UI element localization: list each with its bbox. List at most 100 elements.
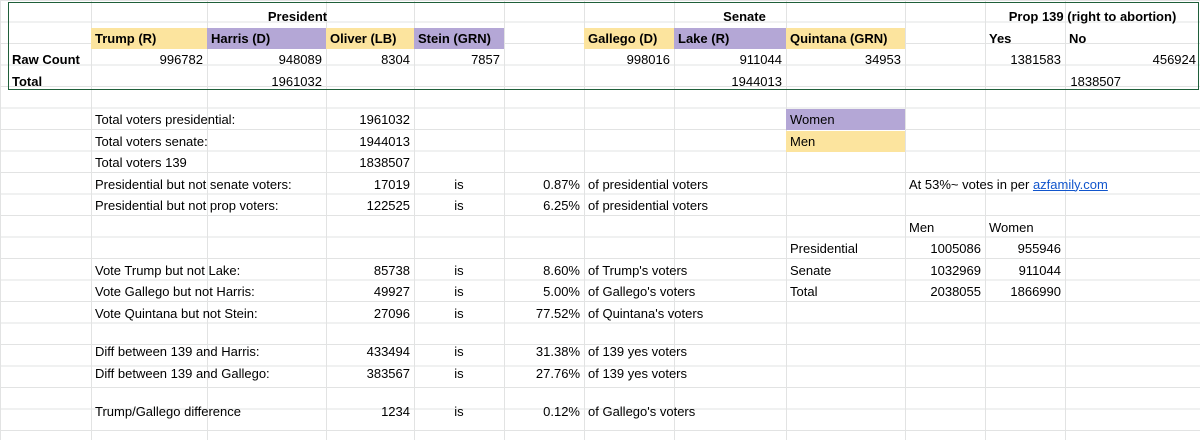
grid-line bbox=[674, 0, 675, 440]
header-oliver[interactable]: Oliver (LB) bbox=[326, 27, 414, 49]
stat-value[interactable]: 1838507 bbox=[359, 155, 410, 170]
stat-is[interactable]: is bbox=[454, 262, 464, 278]
gender-col-men[interactable]: Men bbox=[909, 219, 935, 235]
cell-stein-count[interactable]: 7857 bbox=[471, 52, 500, 67]
cell-trump-count[interactable]: 996782 bbox=[159, 52, 203, 67]
stat-description[interactable]: of 139 yes voters bbox=[588, 365, 687, 381]
stat-label[interactable]: Vote Trump but not Lake: bbox=[95, 262, 241, 278]
stat-percent[interactable]: 27.76% bbox=[535, 365, 580, 381]
stat-value[interactable]: 85738 bbox=[373, 262, 410, 278]
stat-description[interactable]: of Quintana's voters bbox=[588, 305, 704, 321]
stat-percent[interactable]: 6.25% bbox=[543, 198, 580, 213]
legend-women[interactable]: Women bbox=[786, 109, 905, 130]
stat-percent[interactable]: 8.60% bbox=[543, 262, 580, 278]
grid-line bbox=[504, 0, 505, 440]
gender-row-label[interactable]: Presidential bbox=[790, 241, 858, 256]
row-label-total[interactable]: Total bbox=[12, 73, 43, 89]
stat-label[interactable]: Trump/Gallego difference bbox=[95, 404, 241, 419]
gender-women-value[interactable]: 911044 bbox=[1018, 262, 1061, 278]
grid-line bbox=[786, 0, 787, 440]
header-trump[interactable]: Trump (R) bbox=[91, 27, 207, 49]
cell-oliver-count[interactable]: 8304 bbox=[381, 52, 410, 67]
gender-women-value[interactable]: 1866990 bbox=[1010, 284, 1061, 299]
cell-quintana-count[interactable]: 34953 bbox=[864, 52, 901, 67]
azfamily-link[interactable]: azfamily.com bbox=[1032, 176, 1108, 192]
stat-value[interactable]: 122525 bbox=[366, 198, 410, 213]
gender-men-value[interactable]: 1032969 bbox=[930, 262, 981, 278]
gender-col-women[interactable]: Women bbox=[989, 219, 1034, 235]
gender-women-value[interactable]: 955946 bbox=[1017, 241, 1061, 256]
legend-men[interactable]: Men bbox=[786, 130, 905, 152]
grid-line bbox=[414, 0, 415, 440]
grid-line bbox=[985, 0, 986, 440]
grid-line bbox=[905, 0, 906, 440]
stat-description[interactable]: of presidential voters bbox=[588, 198, 708, 213]
stat-is[interactable]: is bbox=[454, 305, 464, 321]
header-senate[interactable]: Senate bbox=[723, 9, 766, 24]
stat-is[interactable]: is bbox=[454, 365, 464, 381]
gender-men-value[interactable]: 1005086 bbox=[930, 241, 981, 256]
stat-description[interactable]: of 139 yes voters bbox=[588, 344, 687, 359]
stat-label[interactable]: Presidential but not senate voters: bbox=[95, 176, 292, 192]
note-cell[interactable]: At 53%~ votes in per azfamily.com bbox=[905, 174, 1200, 195]
header-yes[interactable]: Yes bbox=[989, 30, 1012, 46]
cell-harris-count[interactable]: 948089 bbox=[278, 52, 322, 67]
stat-description[interactable]: of Trump's voters bbox=[588, 262, 688, 278]
stat-value[interactable]: 1234 bbox=[381, 404, 410, 419]
stat-value[interactable]: 433494 bbox=[366, 344, 410, 359]
header-prop-139[interactable]: Prop 139 (right to abortion) bbox=[1008, 9, 1177, 24]
stat-is[interactable]: is bbox=[454, 284, 464, 299]
stat-value[interactable]: 1961032 bbox=[359, 112, 410, 127]
cell-lake-count[interactable]: 911044 bbox=[739, 52, 782, 67]
cell-gallego-count[interactable]: 998016 bbox=[626, 52, 670, 67]
stat-label[interactable]: Vote Gallego but not Harris: bbox=[95, 284, 255, 299]
grid-line bbox=[584, 0, 585, 440]
stat-is[interactable]: is bbox=[454, 344, 464, 359]
stat-value[interactable]: 17019 bbox=[373, 176, 410, 192]
stat-label[interactable]: Total voters senate: bbox=[95, 133, 208, 149]
grid-line bbox=[1065, 0, 1066, 440]
stat-label[interactable]: Vote Quintana but not Stein: bbox=[95, 305, 258, 321]
stat-is[interactable]: is bbox=[454, 176, 464, 192]
row-label-raw-count[interactable]: Raw Count bbox=[12, 52, 80, 67]
stat-is[interactable]: is bbox=[454, 198, 464, 213]
stat-value[interactable]: 1944013 bbox=[359, 133, 410, 149]
stat-is[interactable]: is bbox=[454, 404, 464, 419]
header-gallego[interactable]: Gallego (D) bbox=[584, 27, 674, 49]
header-quintana[interactable]: Quintana (GRN) bbox=[786, 27, 905, 49]
header-no[interactable]: No bbox=[1069, 30, 1087, 46]
stat-percent[interactable]: 0.87% bbox=[543, 176, 580, 192]
header-stein[interactable]: Stein (GRN) bbox=[414, 27, 504, 49]
stat-label[interactable]: Total voters 139 bbox=[95, 155, 187, 170]
grid-line bbox=[91, 0, 92, 440]
grid-line bbox=[207, 0, 208, 440]
stat-percent[interactable]: 77.52% bbox=[535, 305, 580, 321]
header-harris[interactable]: Harris (D) bbox=[207, 27, 326, 49]
note-text: At 53%~ votes in per bbox=[909, 176, 1030, 192]
cell-yes-count[interactable]: 1381583 bbox=[1010, 52, 1061, 67]
stat-value[interactable]: 27096 bbox=[373, 305, 410, 321]
stat-description[interactable]: of Gallego's voters bbox=[588, 404, 696, 419]
cell-no-count[interactable]: 456924 bbox=[1152, 52, 1196, 67]
cell-prop-total[interactable]: 1838507 bbox=[1070, 73, 1121, 89]
stat-percent[interactable]: 0.12% bbox=[543, 404, 580, 419]
header-president[interactable]: President bbox=[267, 9, 328, 24]
cell-president-total[interactable]: 1961032 bbox=[271, 73, 322, 89]
gender-row-label[interactable]: Total bbox=[790, 284, 818, 299]
stat-description[interactable]: of Gallego's voters bbox=[588, 284, 696, 299]
gender-row-label[interactable]: Senate bbox=[790, 262, 832, 278]
stat-label[interactable]: Total voters presidential: bbox=[95, 112, 236, 127]
header-lake[interactable]: Lake (R) bbox=[674, 27, 786, 49]
stat-percent[interactable]: 31.38% bbox=[535, 344, 580, 359]
stat-value[interactable]: 383567 bbox=[366, 365, 410, 381]
grid-line bbox=[326, 0, 327, 440]
stat-value[interactable]: 49927 bbox=[373, 284, 410, 299]
stat-percent[interactable]: 5.00% bbox=[543, 284, 580, 299]
stat-label[interactable]: Diff between 139 and Harris: bbox=[95, 344, 260, 359]
gender-men-value[interactable]: 2038055 bbox=[930, 284, 981, 299]
stat-label[interactable]: Diff between 139 and Gallego: bbox=[95, 365, 270, 381]
cell-senate-total[interactable]: 1944013 bbox=[731, 73, 782, 89]
stat-label[interactable]: Presidential but not prop voters: bbox=[95, 198, 279, 213]
stat-description[interactable]: of presidential voters bbox=[588, 176, 708, 192]
